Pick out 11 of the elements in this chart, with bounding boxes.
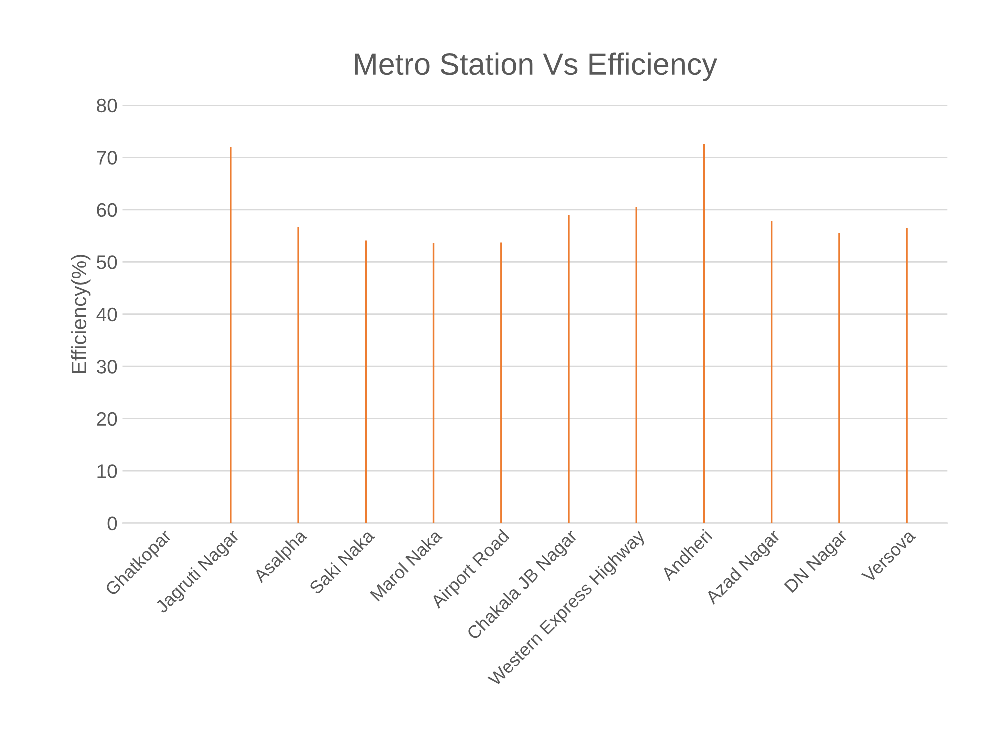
y-tick-label: 80: [97, 98, 118, 113]
y-tick-label: 50: [97, 256, 118, 270]
y-tick-label: 40: [96, 308, 118, 322]
y-tick-label: 0: [108, 516, 118, 531]
y-tick-label: 70: [97, 151, 118, 165]
chart-title: Metro Station Vs Efficiency: [355, 52, 718, 82]
y-axis-title: Efficiency(%): [71, 255, 91, 374]
y-tick-label: 10: [98, 464, 118, 478]
y-tick-label: 30: [97, 360, 118, 374]
y-tick-label: 20: [97, 412, 118, 426]
y-tick-label: 60: [97, 203, 118, 218]
